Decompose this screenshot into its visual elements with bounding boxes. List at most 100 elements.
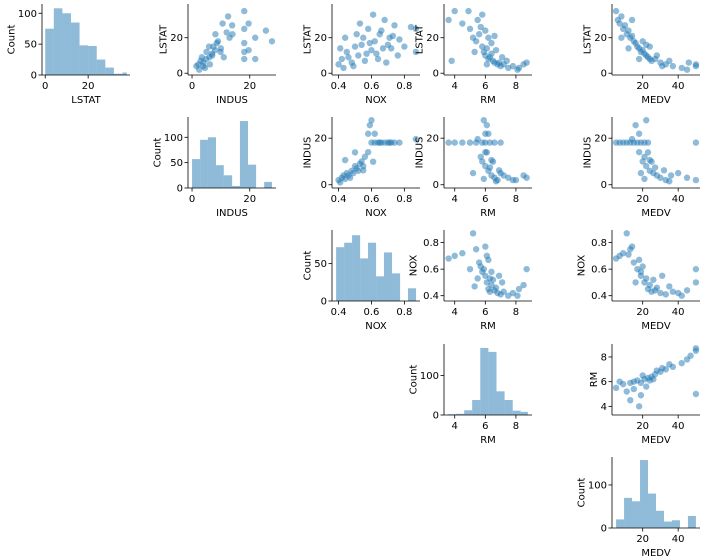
scatter-point [474, 135, 481, 143]
scatter-point [492, 46, 500, 54]
scatter-point [669, 288, 677, 295]
scatter-point [628, 32, 636, 40]
histogram-bar [368, 242, 377, 301]
y-axis-label: Count [152, 138, 163, 168]
histogram-bar [496, 391, 505, 415]
histogram-bar [360, 258, 369, 301]
histogram-bar [504, 400, 513, 415]
scatter-point [635, 256, 643, 264]
scatter-point [678, 359, 685, 367]
scatter-point [412, 135, 420, 143]
scatter-point [650, 276, 657, 283]
histogram-bar [407, 288, 417, 301]
scatter-point [666, 57, 673, 64]
scatter-point [495, 167, 503, 174]
scatter-point [503, 57, 510, 64]
y-tick-label: 20 [426, 33, 439, 44]
y-tick-label: 4 [601, 402, 607, 413]
scatter-point [482, 148, 489, 156]
y-tick-label: 0.8 [423, 238, 439, 249]
y-axis-label: LSTAT [303, 24, 314, 54]
histogram-bar [53, 8, 63, 75]
scatter-point [228, 22, 236, 29]
x-axis-label: INDUS [216, 95, 248, 106]
histogram-bar [383, 252, 393, 301]
scatter-point [653, 367, 661, 374]
x-axis-label: MEDV [641, 95, 670, 106]
histogram-bar [392, 273, 401, 301]
scatter-point [488, 156, 495, 164]
scatter-point [523, 59, 530, 66]
x-tick-label: 6 [482, 194, 488, 205]
scatter-point [488, 268, 495, 276]
scatter-point [466, 139, 474, 146]
scatter-point [669, 62, 677, 70]
scatter-point [360, 167, 367, 174]
histogram-bar [232, 185, 240, 188]
scatter-point [523, 174, 530, 181]
scatter-point [498, 279, 506, 286]
x-tick-label: 6 [482, 81, 488, 92]
y-tick-label: 50 [24, 40, 37, 51]
scatter-point [374, 55, 382, 63]
scatter-point [371, 130, 378, 137]
x-tick-label: 40 [672, 534, 685, 545]
x-tick-label: 40 [672, 81, 685, 92]
scatter-point [612, 384, 620, 392]
x-tick-label: 8 [513, 194, 519, 205]
scatter-point [376, 139, 383, 146]
x-axis-label: INDUS [216, 208, 248, 219]
y-tick-label: 8 [601, 352, 607, 363]
scatter-point [229, 30, 236, 38]
y-tick-label: 0.6 [591, 265, 607, 276]
scatter-point [683, 174, 691, 181]
scatter-point [643, 117, 650, 124]
x-tick-label: 6 [482, 307, 488, 318]
y-axis-label: NOX [408, 255, 419, 277]
x-axis-label: MEDV [641, 548, 670, 559]
scatter-point [612, 7, 620, 15]
y-tick-label: 20 [314, 33, 327, 44]
scatter-point [477, 153, 484, 161]
y-axis-label: LSTAT [159, 24, 170, 54]
scatter-point [381, 16, 388, 24]
scatter-point [628, 243, 636, 250]
scatter-point [369, 11, 377, 18]
scatter-point [692, 62, 700, 70]
scatter-point [366, 121, 374, 129]
scatter-point [483, 61, 491, 68]
scatter-point [338, 55, 346, 63]
scatter-point [448, 57, 455, 64]
y-tick-label: 0 [601, 180, 607, 191]
scatter-point [687, 352, 694, 359]
scatter-point [646, 281, 653, 289]
scatter-point [644, 139, 652, 146]
scatter-point [383, 59, 390, 66]
y-tick-label: 0.6 [423, 265, 439, 276]
scatter-point [483, 121, 491, 129]
scatter-point [337, 45, 344, 52]
scatter-point [203, 48, 210, 56]
y-tick-label: 20 [170, 33, 183, 44]
y-tick-label: 20 [594, 33, 607, 44]
scatter-point [466, 25, 474, 33]
scatter-point [445, 16, 452, 24]
scatter-point [345, 54, 352, 61]
scatter-point [491, 32, 498, 40]
scatter-point [495, 59, 503, 66]
scatter-point [472, 246, 480, 253]
scatter-point [657, 174, 664, 181]
scatter-point [335, 61, 342, 68]
scatter-point [641, 175, 648, 183]
scatter-point [252, 55, 259, 63]
scatter-point [509, 62, 517, 70]
scatter-point [486, 164, 494, 171]
y-axis-label: INDUS [303, 137, 314, 169]
scatter-point [351, 43, 359, 50]
scatter-point [625, 27, 632, 34]
scatter-point [268, 38, 276, 45]
scatter-point [628, 16, 636, 24]
scatter-point [361, 153, 369, 161]
